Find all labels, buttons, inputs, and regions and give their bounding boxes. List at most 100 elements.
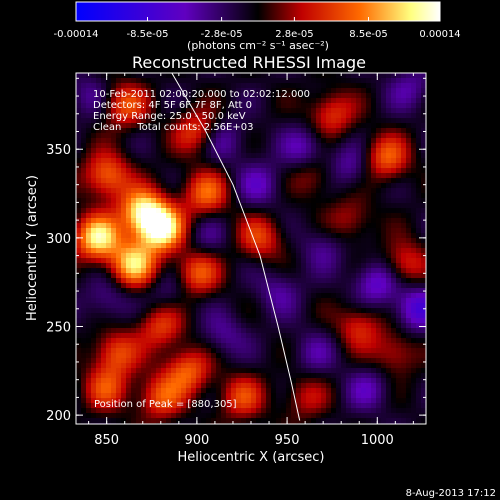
heatmap-cell [276, 143, 282, 149]
heatmap-cell [301, 233, 307, 239]
heatmap-cell [306, 293, 312, 299]
heatmap-cell [416, 338, 422, 344]
heatmap-cell [196, 248, 202, 254]
heatmap-cell [151, 243, 157, 249]
heatmap-cell [171, 253, 177, 259]
heatmap-cell [181, 103, 187, 109]
heatmap-cell [211, 418, 217, 424]
heatmap-cell [101, 83, 107, 89]
heatmap-cell [116, 413, 122, 419]
heatmap-cell [226, 263, 232, 269]
heatmap-cell [176, 198, 182, 204]
heatmap-cell [241, 308, 247, 314]
heatmap-cell [406, 388, 412, 394]
heatmap-cell [411, 373, 417, 379]
heatmap-cell [161, 418, 167, 424]
heatmap-cell [166, 268, 172, 274]
heatmap-cell [171, 228, 177, 234]
heatmap-cell [291, 323, 297, 329]
heatmap-cell [156, 348, 162, 354]
heatmap-cell [361, 203, 367, 209]
heatmap-cell [211, 98, 217, 104]
heatmap-cell [116, 408, 122, 414]
heatmap-cell [416, 303, 422, 309]
heatmap-cell [151, 133, 157, 139]
heatmap-cell [331, 168, 337, 174]
heatmap-cell [356, 223, 362, 229]
heatmap-cell [296, 333, 302, 339]
heatmap-cell [306, 73, 312, 79]
heatmap-cell [221, 93, 227, 99]
heatmap-cell [401, 398, 407, 404]
heatmap-cell [76, 393, 82, 399]
heatmap-cell [341, 243, 347, 249]
heatmap-cell [236, 358, 242, 364]
heatmap-cell [111, 78, 117, 84]
heatmap-cell [171, 383, 177, 389]
heatmap-cell [251, 158, 257, 164]
heatmap-cell [231, 138, 237, 144]
heatmap-cell [131, 98, 137, 104]
heatmap-cell [306, 88, 312, 94]
heatmap-cell [361, 128, 367, 134]
heatmap-cell [256, 243, 262, 249]
heatmap-cell [246, 198, 252, 204]
heatmap-cell [271, 363, 277, 369]
heatmap-cell [146, 133, 152, 139]
heatmap-cell [261, 93, 267, 99]
heatmap-cell [161, 153, 167, 159]
heatmap-cell [356, 123, 362, 129]
heatmap-cell [266, 123, 272, 129]
heatmap-cell [376, 208, 382, 214]
heatmap-cell [266, 213, 272, 219]
heatmap-cell [301, 288, 307, 294]
heatmap-cell [231, 228, 237, 234]
heatmap-cell [366, 233, 372, 239]
heatmap-cell [321, 188, 327, 194]
heatmap-cell [361, 333, 367, 339]
heatmap-cell [386, 403, 392, 409]
heatmap-cell [376, 248, 382, 254]
heatmap-cell [111, 288, 117, 294]
heatmap-cell [76, 98, 82, 104]
heatmap-cell [106, 393, 112, 399]
heatmap-cell [286, 288, 292, 294]
heatmap-cell [316, 258, 322, 264]
heatmap-cell [421, 153, 426, 159]
heatmap-cell [141, 258, 147, 264]
heatmap-cell [341, 368, 347, 374]
heatmap-cell [401, 218, 407, 224]
heatmap-cell [131, 338, 137, 344]
heatmap-cell [361, 103, 367, 109]
heatmap-cell [191, 398, 197, 404]
heatmap-cell [221, 293, 227, 299]
heatmap-cell [116, 208, 122, 214]
heatmap-cell [411, 178, 417, 184]
heatmap-cell [316, 408, 322, 414]
heatmap-cell [226, 353, 232, 359]
heatmap-cell [191, 363, 197, 369]
heatmap-cell [126, 108, 132, 114]
heatmap-cell [156, 343, 162, 349]
heatmap-cell [291, 298, 297, 304]
heatmap-cell [81, 198, 87, 204]
heatmap-cell [156, 108, 162, 114]
heatmap-cell [211, 393, 217, 399]
heatmap-cell [341, 393, 347, 399]
heatmap-cell [256, 333, 262, 339]
heatmap-cell [241, 413, 247, 419]
heatmap-cell [226, 303, 232, 309]
heatmap-cell [346, 368, 352, 374]
heatmap-cell [401, 293, 407, 299]
heatmap-cell [411, 353, 417, 359]
heatmap-cell [201, 383, 207, 389]
heatmap-cell [421, 298, 426, 304]
heatmap-cell [356, 163, 362, 169]
heatmap-cell [256, 133, 262, 139]
heatmap-cell [331, 408, 337, 414]
heatmap-cell [316, 123, 322, 129]
heatmap-cell [76, 268, 82, 274]
heatmap-cell [361, 248, 367, 254]
heatmap-cell [126, 348, 132, 354]
heatmap-cell [211, 248, 217, 254]
